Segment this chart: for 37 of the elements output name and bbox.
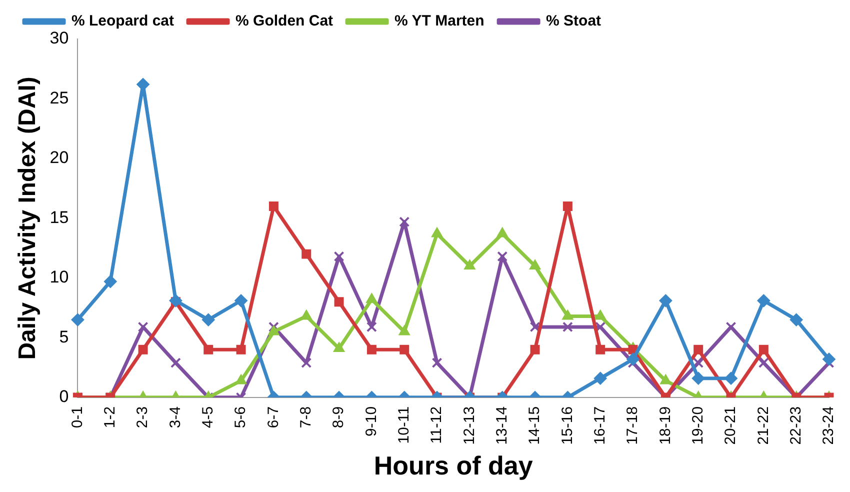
x-tick-label: 19-20 [689,406,706,445]
y-axis-title: Daily Activity Index (DAI) [14,76,42,360]
x-tick-label: 18-19 [656,406,674,445]
x-tick-label: 11-12 [428,406,446,444]
legend-label: % Leopard cat [72,12,174,30]
x-tick-label: 0-1 [68,406,86,428]
x-tick-label: 10-11 [396,406,412,444]
x-tick-label: 20-21 [722,406,740,445]
x-tick-label: 12-13 [460,406,478,445]
x-tick-label: 14-15 [526,406,544,445]
x-tick-label: 22-23 [787,406,804,445]
x-tick-label: 1-2 [102,406,119,428]
legend-label: % YT Marten [394,12,484,30]
y-tick-label: 15 [50,208,69,227]
x-tick-label: 16-17 [591,406,608,445]
y-tick-label: 20 [50,148,69,168]
x-tick-label: 3-4 [166,406,184,428]
x-tick-label: 8-9 [330,406,348,428]
y-tick-label: 25 [50,88,69,108]
y-tick-label: 30 [50,28,69,48]
x-tick-label: 5-6 [232,406,250,428]
x-tick-label: 7-8 [298,406,315,428]
y-tick-label: 10 [50,268,69,287]
x-tick-label: 4-5 [200,406,217,428]
legend-label: % Golden Cat [236,12,334,30]
x-tick-label: 15-16 [558,406,576,445]
x-tick-label: 9-10 [362,406,380,436]
y-tick-label: 5 [59,327,69,346]
y-tick-label: 0 [59,387,69,406]
x-tick-label: 13-14 [493,406,510,445]
x-tick-label: 2-3 [134,406,152,428]
x-tick-label: 17-18 [624,406,642,445]
x-tick-label: 21-22 [754,406,772,445]
legend-label: % Stoat [546,12,602,30]
x-axis-title: Hours of day [374,450,534,481]
x-tick-label: 23-24 [820,406,838,445]
x-tick-label: 6-7 [264,406,282,428]
